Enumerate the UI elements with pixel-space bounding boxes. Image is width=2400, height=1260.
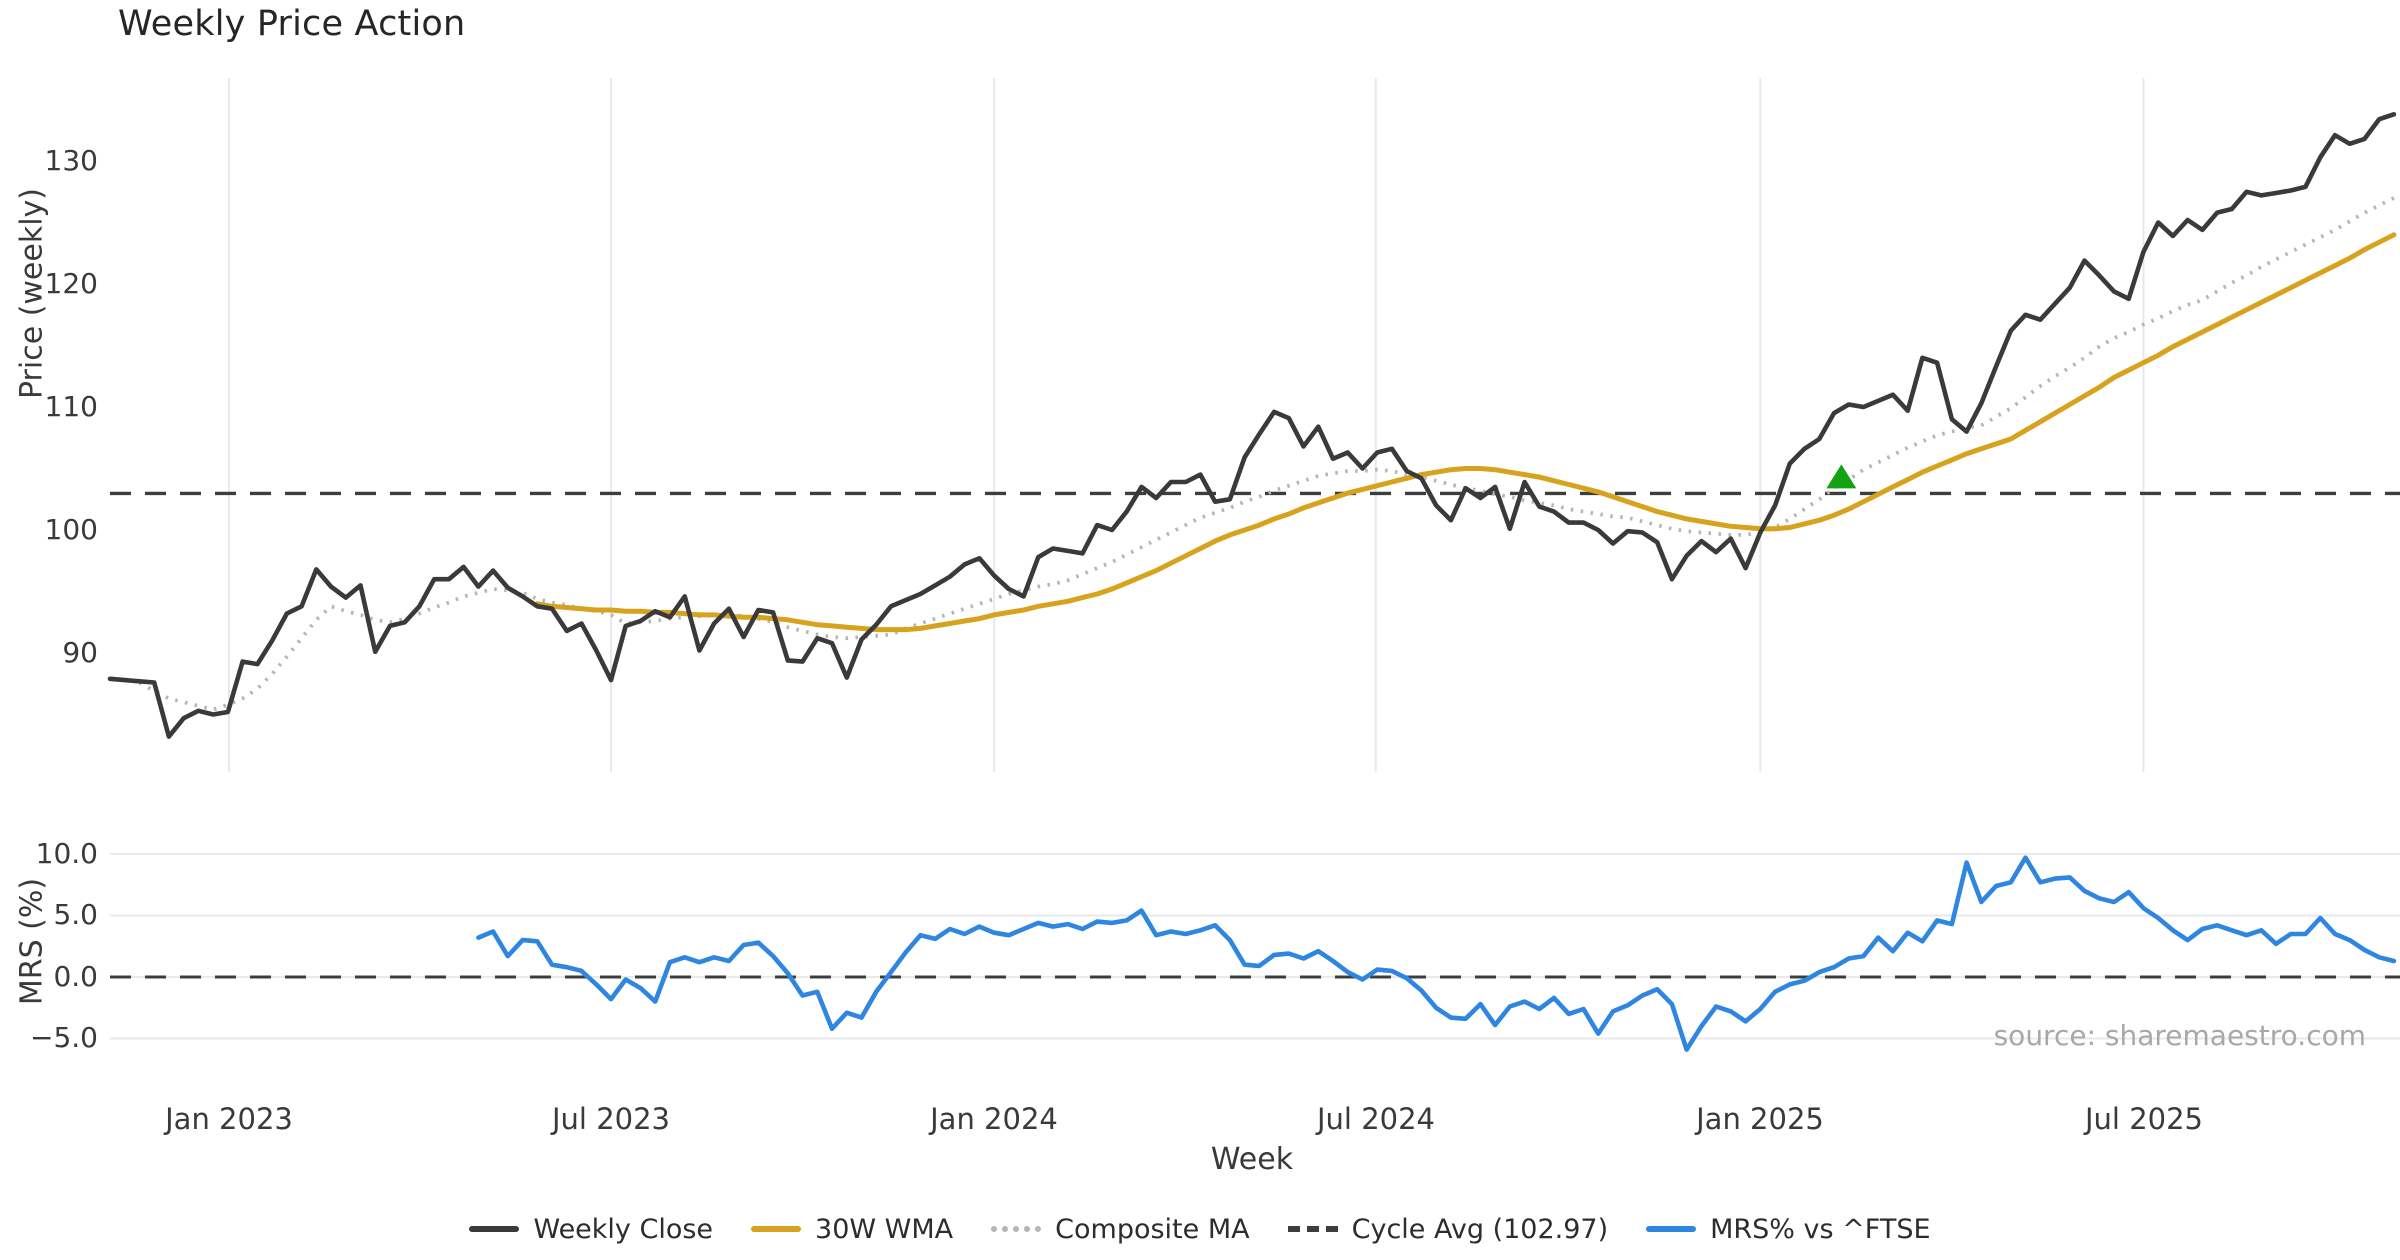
legend-label-weekly-close: Weekly Close <box>533 1213 714 1245</box>
mrs-axis-label: MRS (%) <box>14 877 50 1006</box>
legend-label-cycle-avg: Cycle Avg (102.97) <box>1351 1213 1609 1245</box>
series-30w-wma <box>534 232 2397 633</box>
legend-item-weekly-close: Weekly Close <box>469 1214 713 1245</box>
buy-signal-triangle-icon <box>1826 464 1857 489</box>
price-axis-label: Price (weekly) <box>14 187 50 400</box>
ytick-price-90: 90 <box>62 636 98 669</box>
xtick-jan-2025: Jan 2025 <box>1696 1102 1824 1136</box>
legend-item-composite-ma: Composite MA <box>991 1213 1250 1245</box>
weekly-close-line-swatch-icon <box>469 1226 520 1232</box>
ytick-mrs-10: 10.0 <box>35 837 98 870</box>
series-weekly-close <box>107 112 2397 739</box>
legend-item-cycle-avg: Cycle Avg (102.97) <box>1287 1213 1609 1245</box>
xtick-jul-2025: Jul 2025 <box>2084 1102 2203 1136</box>
cycle-avg-dashed-swatch-icon <box>1287 1226 1338 1232</box>
ytick-mrs-0: 0.0 <box>53 960 98 993</box>
xtick-jan-2023: Jan 2023 <box>165 1102 293 1136</box>
legend-item-30w-wma: 30W WMA <box>751 1214 953 1245</box>
series-mrs <box>476 855 2397 1052</box>
source-note: source: sharemaestro.com <box>1993 1019 2366 1052</box>
ytick-price-120: 120 <box>44 267 98 300</box>
ytick-price-100: 100 <box>44 513 98 546</box>
xtick-jul-2023: Jul 2023 <box>551 1102 670 1136</box>
mrs-line-swatch-icon <box>1646 1226 1697 1232</box>
wma-line-swatch-icon <box>751 1226 802 1232</box>
legend-label-mrs: MRS% vs ^FTSE <box>1710 1213 1931 1245</box>
ytick-price-110: 110 <box>44 390 98 423</box>
legend: Weekly Close 30W WMA Composite MA Cycle … <box>0 1206 2400 1252</box>
ytick-mrs-neg5: −5.0 <box>30 1021 98 1054</box>
legend-item-mrs: MRS% vs ^FTSE <box>1646 1213 1931 1245</box>
week-axis-label: Week <box>1210 1142 1294 1177</box>
xtick-jul-2024: Jul 2024 <box>1316 1102 1435 1136</box>
ytick-price-130: 130 <box>44 144 98 177</box>
ytick-mrs-5: 5.0 <box>53 898 98 931</box>
legend-label-30w-wma: 30W WMA <box>815 1213 954 1245</box>
composite-ma-dotted-swatch-icon <box>991 1226 1042 1232</box>
page-title: Weekly Price Action <box>118 4 466 44</box>
xtick-jan-2024: Jan 2024 <box>930 1102 1058 1136</box>
legend-label-composite-ma: Composite MA <box>1055 1213 1250 1245</box>
series-composite-ma <box>138 196 2395 712</box>
